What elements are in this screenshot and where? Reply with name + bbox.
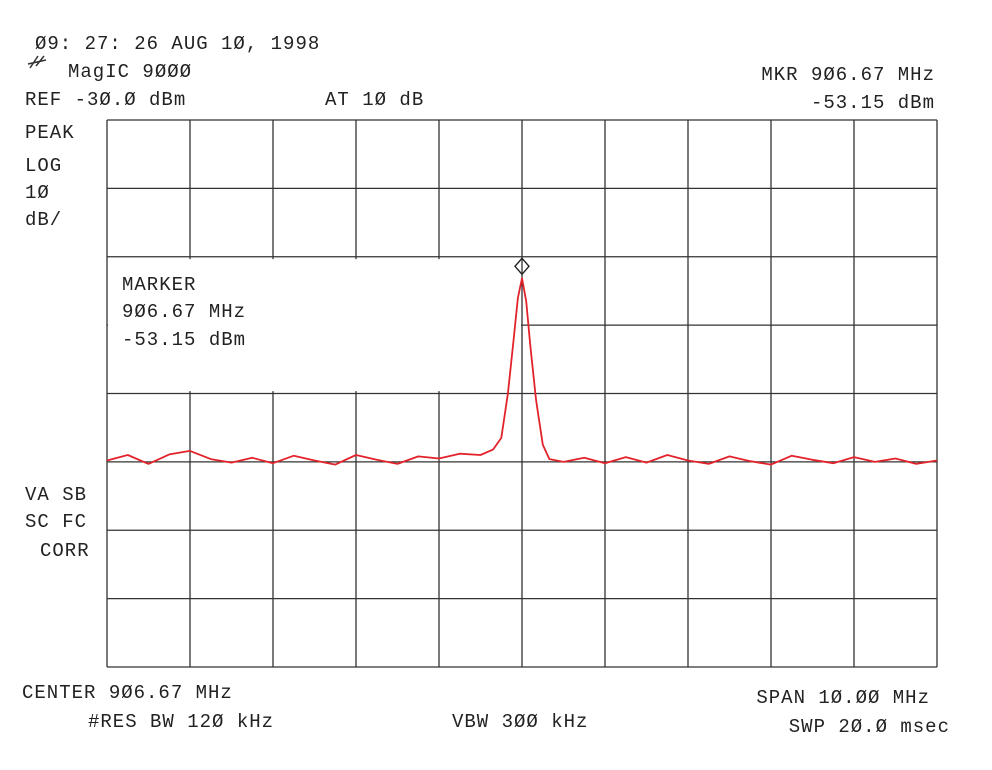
ref-level: REF -3Ø.Ø dBm [25,89,186,111]
mode: PEAK [25,122,75,144]
marker-box-freq: 9Ø6.67 MHz [122,301,246,323]
attenuation: AT 1Ø dB [325,89,424,111]
marker-freq: MKR 9Ø6.67 MHz [761,64,935,86]
marker-level: -53.15 dBm [811,92,935,114]
mode: dB/ [25,209,62,231]
span: SPAN 1Ø.ØØ MHz [756,687,930,709]
marker-diamond [514,257,530,276]
trace [106,277,938,466]
marker-box-level: -53.15 dBm [122,329,246,351]
marker-box-title: MARKER [122,274,196,296]
vbw: VBW 3ØØ kHz [452,711,588,733]
title: MagIC 9ØØØ [68,61,192,83]
status: VA SB [25,484,87,506]
marker-box [108,259,521,392]
status: CORR [40,540,90,562]
status: SC FC [25,511,87,533]
timestamp: Ø9: 27: 26 AUG 1Ø, 1998 [35,33,320,55]
sweep: SWP 2Ø.Ø msec [789,716,950,738]
mode: LOG [25,155,62,177]
mode: 1Ø [25,182,50,204]
logo [27,55,47,69]
plot: MARKER 9Ø6.67 MHz -53.15 dBm [106,119,938,668]
center-freq: CENTER 9Ø6.67 MHz [22,682,233,704]
rbw: #RES BW 12Ø kHz [88,711,274,733]
